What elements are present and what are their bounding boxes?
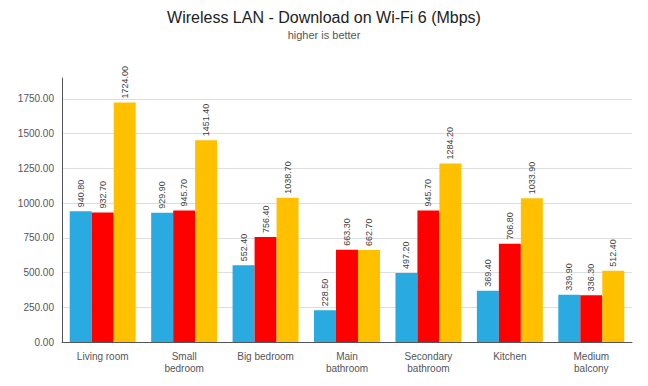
svg-text:497.20: 497.20 <box>401 241 411 269</box>
svg-text:1038.70: 1038.70 <box>283 161 293 194</box>
svg-text:1284.20: 1284.20 <box>445 127 455 160</box>
svg-text:1250.00: 1250.00 <box>18 163 55 174</box>
svg-text:369.40: 369.40 <box>483 259 493 287</box>
svg-text:1724.00: 1724.00 <box>120 66 130 99</box>
svg-text:higher is better: higher is better <box>288 29 361 41</box>
svg-text:945.70: 945.70 <box>423 179 433 207</box>
svg-text:250.00: 250.00 <box>23 302 54 313</box>
svg-text:bathroom: bathroom <box>326 363 368 374</box>
svg-text:663.30: 663.30 <box>342 218 352 246</box>
svg-text:bathroom: bathroom <box>407 363 449 374</box>
svg-text:552.40: 552.40 <box>239 234 249 262</box>
svg-text:Medium: Medium <box>573 351 609 362</box>
svg-text:balcony: balcony <box>574 363 608 374</box>
svg-text:756.40: 756.40 <box>261 205 271 233</box>
svg-text:1500.00: 1500.00 <box>18 128 55 139</box>
svg-text:0.00: 0.00 <box>35 337 55 348</box>
svg-text:Small: Small <box>172 351 197 362</box>
svg-text:Big bedroom: Big bedroom <box>237 351 294 362</box>
svg-text:bedroom: bedroom <box>164 363 203 374</box>
svg-text:Secondary: Secondary <box>405 351 453 362</box>
svg-text:1000.00: 1000.00 <box>18 198 55 209</box>
svg-text:Living room: Living room <box>77 351 129 362</box>
svg-text:1451.40: 1451.40 <box>201 104 211 137</box>
svg-text:1033.90: 1033.90 <box>527 162 537 195</box>
svg-text:662.70: 662.70 <box>364 218 374 246</box>
svg-text:228.50: 228.50 <box>320 279 330 307</box>
svg-text:932.70: 932.70 <box>98 181 108 209</box>
svg-text:336.30: 336.30 <box>586 264 596 292</box>
svg-text:Main: Main <box>336 351 358 362</box>
svg-text:1750.00: 1750.00 <box>18 93 55 104</box>
svg-text:750.00: 750.00 <box>23 232 54 243</box>
svg-text:945.70: 945.70 <box>179 179 189 207</box>
svg-text:940.80: 940.80 <box>76 180 86 208</box>
svg-text:512.40: 512.40 <box>608 239 618 267</box>
svg-text:500.00: 500.00 <box>23 267 54 278</box>
svg-text:Kitchen: Kitchen <box>493 351 526 362</box>
svg-text:339.90: 339.90 <box>564 263 574 291</box>
svg-text:929.90: 929.90 <box>157 181 167 209</box>
svg-text:706.80: 706.80 <box>505 212 515 240</box>
svg-text:Wireless LAN - Download on Wi-: Wireless LAN - Download on Wi-Fi 6 (Mbps… <box>167 9 481 26</box>
